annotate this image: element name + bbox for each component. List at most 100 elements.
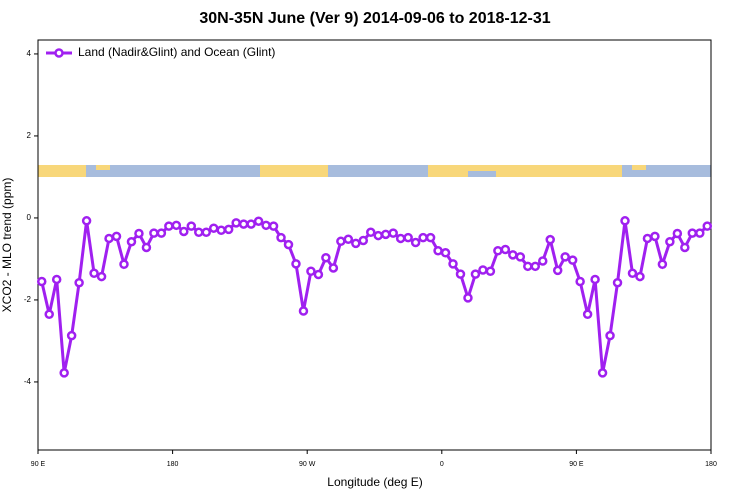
data-point [171,220,182,231]
chart-title: 30N-35N June (Ver 9) 2014-09-06 to 2018-… [199,10,550,27]
data-point [612,277,623,288]
data-point [515,252,526,262]
data-point [470,269,481,279]
data-point [433,245,443,256]
data-point [582,309,593,320]
data-point [403,232,413,243]
data-point [201,227,211,238]
data-point [552,265,563,276]
data-point [44,309,54,320]
data-point [81,216,92,226]
data-point [642,233,653,244]
data-point [74,277,84,288]
data-point [179,226,189,237]
data-point [306,266,316,276]
data-point [575,276,585,287]
data-point [164,221,174,231]
data-point [111,231,122,242]
data-point [418,232,428,243]
data-point [545,234,555,245]
data-point [388,228,398,238]
data-point [695,228,705,238]
data-point [223,224,234,235]
data-point [620,216,630,226]
land-strip [428,165,468,177]
data-point [493,245,503,256]
data-point [208,223,219,233]
data-point [485,266,496,276]
data-point [186,221,197,231]
data-point [530,261,541,272]
data-point [336,236,346,247]
data-point [51,274,62,285]
data-point [238,219,249,229]
data-point [321,252,331,263]
y-tick-label: 0 [27,213,32,222]
x-axis-label: Longitude (deg E) [327,475,422,489]
data-point [605,330,615,341]
y-tick-label: -2 [24,295,32,304]
y-tick-label: -4 [24,377,32,386]
data-point [702,221,713,231]
y-axis-label: XCO2 - MLO trend (ppm) [0,178,14,313]
series-line [40,219,709,374]
legend-label: Land (Nadir&Glint) and Ocean (Glint) [78,45,275,59]
data-point [194,227,204,238]
data-point [66,330,77,341]
data-point [665,236,675,247]
x-tick-label: 90 E [569,461,584,468]
data-point [231,218,241,228]
land-ocean-strip [38,165,711,177]
data-point [650,231,660,242]
plot-frame [37,39,712,451]
data-point [478,265,488,275]
data-point [96,271,107,282]
land-strip [468,165,496,171]
data-point [538,256,548,266]
data-point [463,293,473,303]
data-point [36,276,47,287]
data-point [141,242,152,253]
data-point [380,229,391,240]
x-tick-label: 180 [167,461,179,468]
data-point [104,233,114,244]
data-point [597,368,608,378]
x-tick-label: 180 [705,461,717,468]
data-point [59,368,69,378]
y-tick-label: 2 [27,131,32,140]
data-point [657,259,668,270]
data-point [687,228,698,238]
data-point [373,230,383,241]
y-tick-label: 4 [27,49,32,58]
data-point [448,259,458,269]
data-point [560,252,570,262]
data-point [523,261,533,272]
land-strip [96,165,110,170]
data-point [500,244,511,255]
data-point [410,237,421,248]
x-tick-label: 90 W [299,461,316,468]
data-point [291,259,301,269]
data-point [425,232,436,243]
land-strip [632,165,646,170]
data-point [328,263,339,273]
data-point [268,221,279,231]
data-point [590,274,600,285]
data-point [119,259,129,270]
data-point [455,269,466,279]
data-point [298,306,309,316]
data-point [246,219,256,229]
data-point [343,234,354,245]
data-point [440,248,451,258]
legend-marker [54,48,64,58]
data-point [567,255,578,265]
data-point [126,236,137,247]
data-point [635,271,645,282]
data-point [156,228,167,238]
data-point [358,235,369,246]
data-point [508,250,518,260]
data-point [351,238,361,249]
land-strip [496,165,622,177]
